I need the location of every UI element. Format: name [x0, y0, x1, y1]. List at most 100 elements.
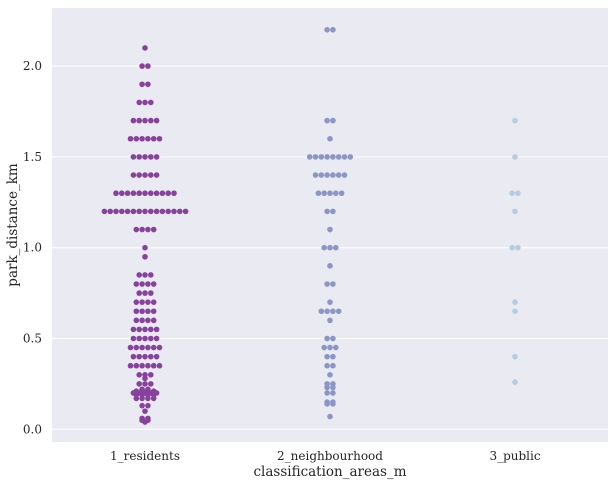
data-point — [159, 190, 166, 197]
data-point — [324, 335, 330, 342]
data-point — [333, 244, 339, 251]
data-point — [330, 208, 336, 215]
y-tick-labels: 0.0 0.5 1.0 1.5 2.0 — [23, 59, 42, 436]
data-point — [330, 154, 336, 160]
data-point — [130, 208, 137, 215]
data-point — [145, 299, 151, 305]
data-point — [142, 419, 148, 425]
y-tick-label: 1.5 — [23, 150, 42, 164]
y-tick-label: 0.5 — [23, 331, 42, 345]
data-point — [327, 413, 333, 420]
data-point — [142, 99, 148, 106]
data-point — [315, 190, 322, 197]
data-point — [324, 281, 330, 287]
data-point — [182, 208, 189, 215]
data-point — [124, 208, 131, 215]
data-point — [330, 335, 336, 342]
data-point — [136, 290, 142, 296]
data-point — [142, 154, 148, 160]
data-point — [171, 190, 177, 197]
data-point — [142, 244, 148, 251]
data-point — [133, 281, 140, 287]
data-point — [321, 190, 328, 197]
data-point — [130, 172, 137, 178]
data-point — [177, 208, 183, 215]
data-point — [127, 135, 134, 142]
data-point — [145, 81, 151, 88]
data-point — [113, 208, 119, 215]
data-point — [156, 135, 163, 142]
data-point — [148, 381, 154, 387]
data-point — [321, 344, 328, 351]
data-point — [335, 172, 342, 178]
data-point — [139, 344, 145, 351]
data-point — [515, 244, 521, 251]
data-point — [324, 208, 330, 215]
data-point — [142, 381, 148, 387]
data-point — [145, 226, 151, 233]
data-point — [148, 154, 154, 160]
data-point — [324, 26, 330, 33]
data-point — [512, 117, 518, 124]
data-point — [324, 362, 330, 369]
data-point — [148, 272, 154, 278]
x-axis-label: classification_areas_m — [253, 464, 406, 480]
data-point — [145, 63, 151, 69]
data-point — [145, 281, 151, 287]
data-point — [130, 335, 137, 342]
data-point — [133, 135, 140, 142]
data-point — [139, 395, 145, 402]
data-point — [133, 317, 140, 324]
data-point — [133, 226, 140, 233]
data-point — [341, 154, 348, 160]
data-point — [150, 299, 157, 305]
data-point — [327, 190, 333, 197]
data-point — [512, 154, 518, 160]
data-point — [153, 353, 160, 360]
data-point — [133, 395, 140, 402]
data-point — [142, 208, 148, 215]
data-point — [327, 135, 333, 142]
data-point — [318, 154, 325, 160]
data-point — [145, 402, 151, 409]
data-point — [127, 362, 134, 369]
data-point — [148, 117, 154, 124]
data-point — [107, 208, 113, 215]
data-point — [312, 154, 319, 160]
data-point — [148, 208, 154, 215]
data-point — [330, 390, 336, 396]
data-point — [133, 362, 140, 369]
data-point — [136, 353, 142, 360]
data-point — [139, 281, 145, 287]
data-point — [130, 190, 137, 197]
data-point — [335, 154, 342, 160]
data-point — [130, 326, 137, 333]
x-tick-label: 3_public — [489, 449, 540, 463]
data-point — [153, 172, 160, 178]
data-point — [142, 172, 148, 178]
data-point — [512, 379, 518, 385]
data-point — [150, 317, 157, 324]
plot-background — [52, 8, 608, 442]
data-point — [153, 117, 160, 124]
data-point — [347, 154, 354, 160]
data-point — [145, 317, 151, 324]
data-point — [327, 299, 333, 305]
data-point — [324, 117, 330, 124]
data-point — [142, 190, 148, 197]
x-tick-label: 2_neighbourhood — [277, 449, 383, 463]
y-tick-label: 0.0 — [23, 422, 42, 436]
data-point — [148, 353, 154, 360]
data-point — [150, 308, 157, 315]
data-point — [142, 45, 148, 51]
data-point — [324, 390, 330, 396]
data-point — [312, 172, 319, 178]
data-point — [142, 272, 148, 278]
data-point — [130, 154, 137, 160]
data-point — [150, 135, 157, 142]
data-point — [306, 154, 313, 160]
data-point — [142, 353, 148, 360]
data-point — [330, 26, 336, 33]
data-point — [153, 154, 160, 160]
data-point — [142, 253, 148, 260]
